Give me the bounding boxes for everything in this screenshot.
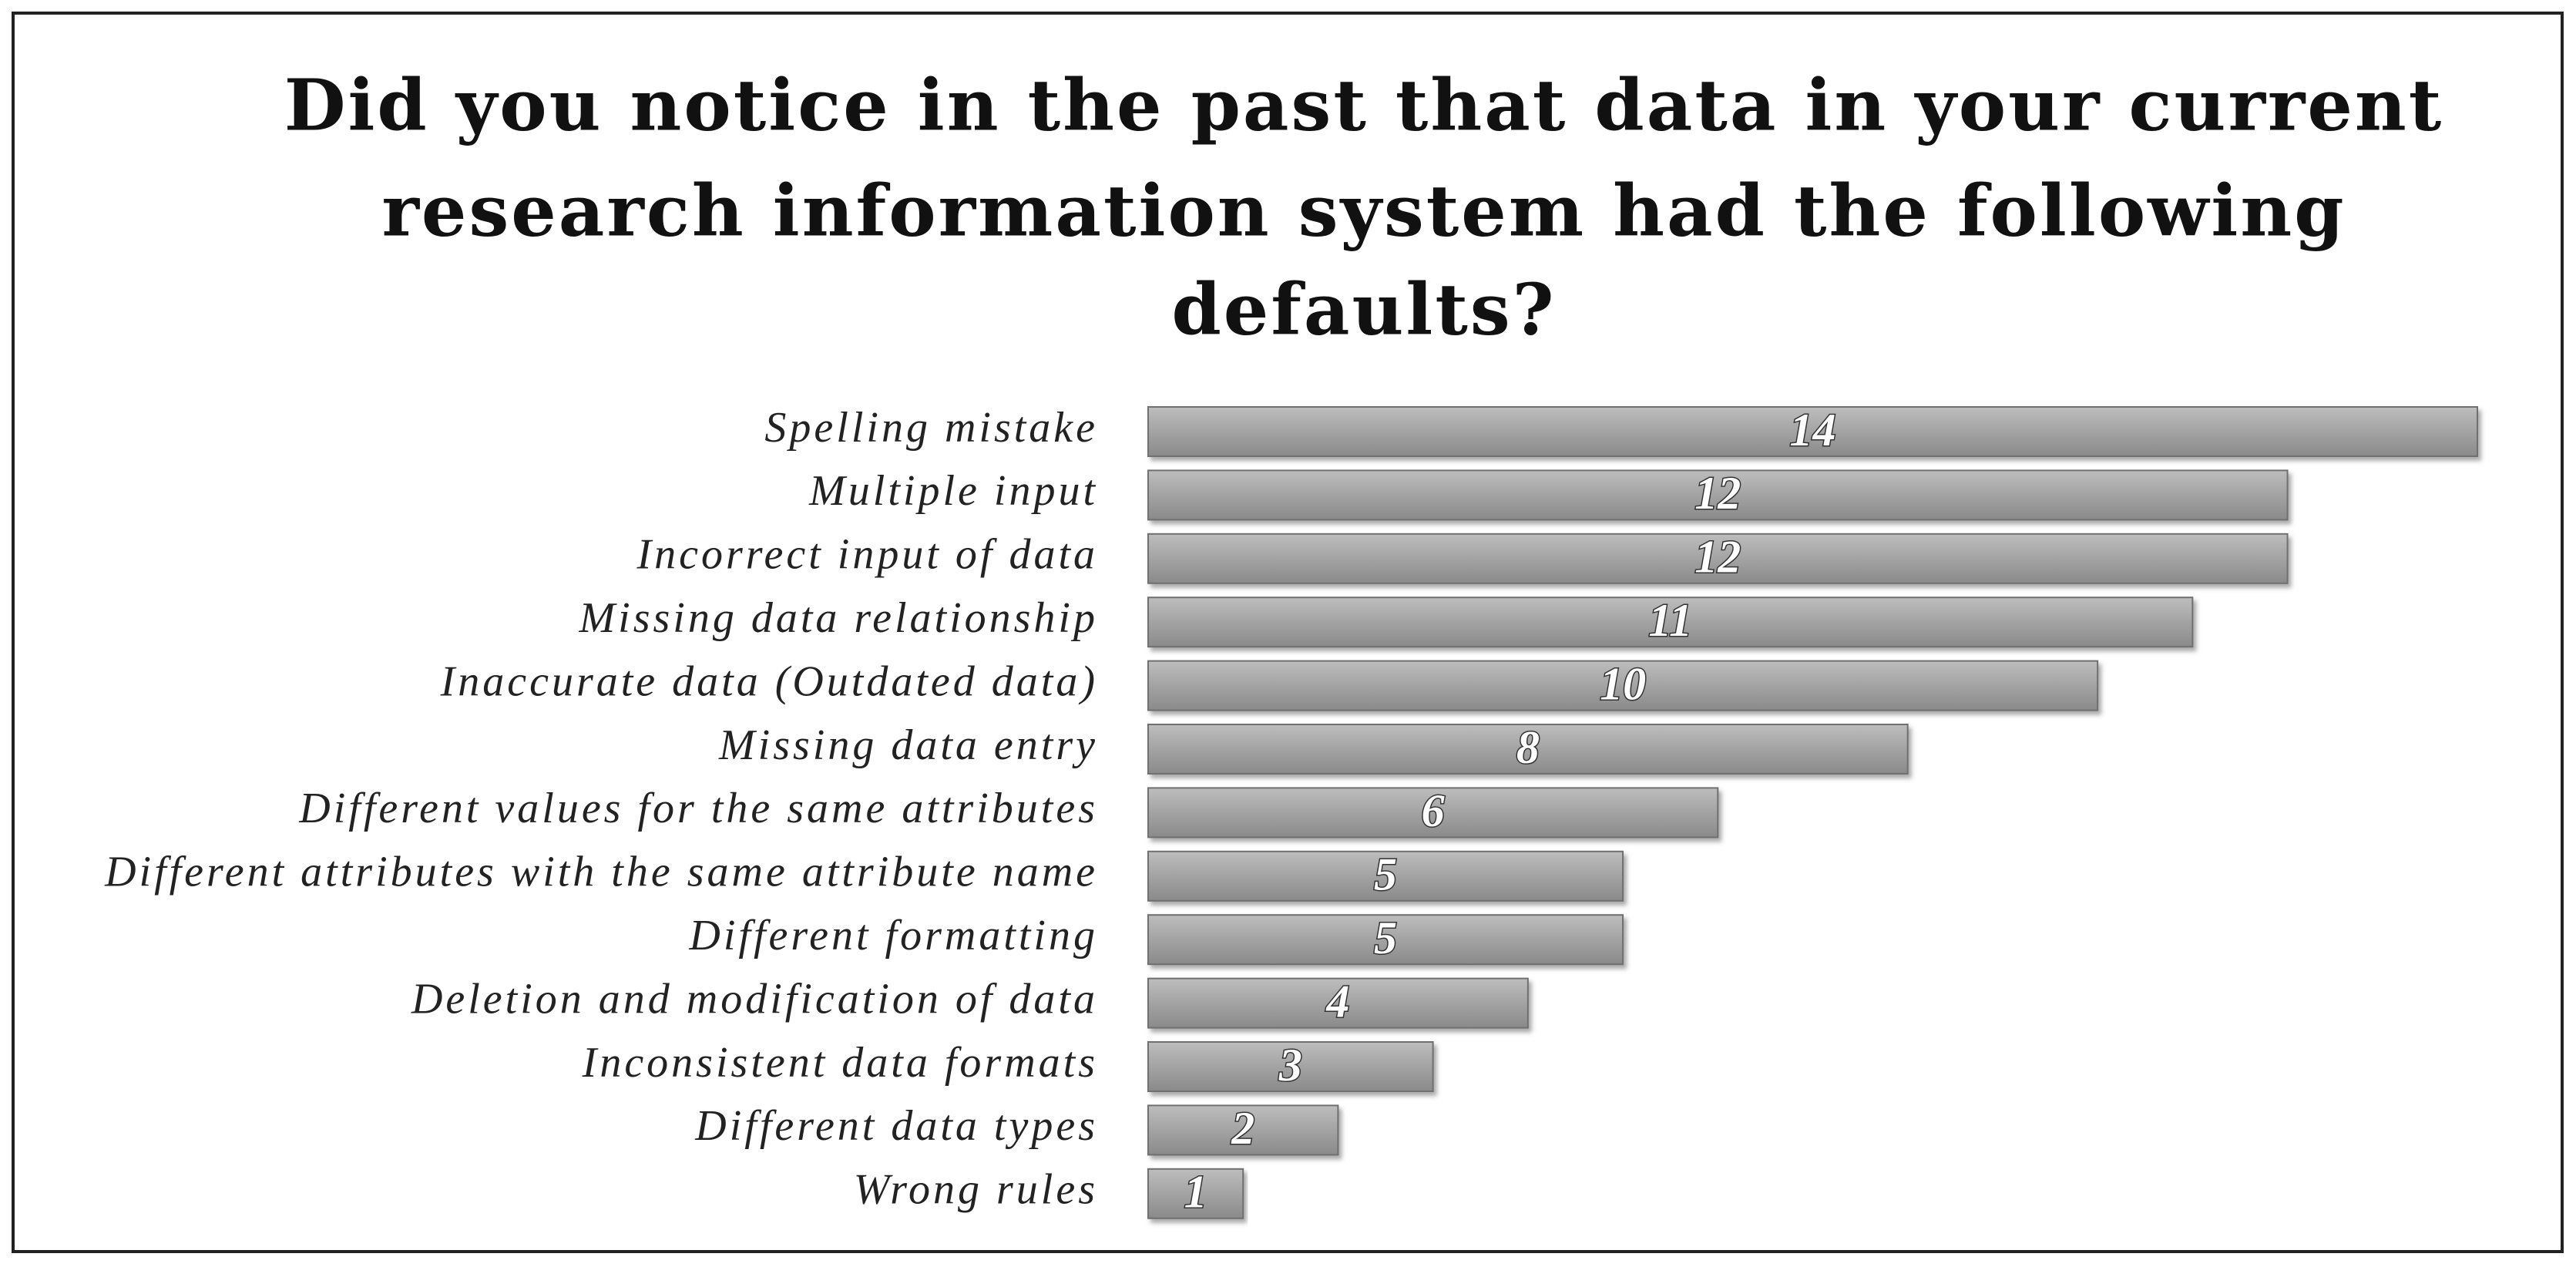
- bar: [1147, 660, 2099, 711]
- category-label: Multiple input: [808, 467, 1098, 515]
- data-label: 10: [1600, 658, 1646, 709]
- category-label: Inconsistent data formats: [582, 1039, 1098, 1087]
- data-label: 14: [1790, 405, 1836, 455]
- bar: [1147, 469, 2289, 521]
- bar: [1147, 787, 1719, 839]
- category-label: Wrong rules: [854, 1166, 1098, 1214]
- data-label: 11: [1648, 595, 1692, 646]
- data-label: 6: [1422, 785, 1445, 836]
- bar: [1147, 1168, 1244, 1219]
- category-label: Inaccurate data (Outdated data): [440, 657, 1098, 705]
- category-label: Missing data entry: [718, 721, 1098, 769]
- category-label: Different attributes with the same attri…: [104, 849, 1098, 896]
- category-label: Different values for the same attributes: [298, 785, 1098, 832]
- data-label: 2: [1231, 1103, 1254, 1154]
- bar: [1147, 850, 1624, 902]
- data-label: 12: [1694, 532, 1741, 583]
- bar: [1147, 597, 2194, 648]
- category-label: Different formatting: [688, 912, 1098, 959]
- category-label: Different data types: [694, 1102, 1098, 1150]
- bar: [1147, 724, 1909, 775]
- chart-title-line: Did you notice in the past that data in …: [284, 64, 2444, 147]
- chart-title-line: defaults?: [1171, 268, 1556, 351]
- data-label: 5: [1374, 849, 1397, 900]
- data-label: 3: [1278, 1040, 1302, 1091]
- category-label: Deletion and modification of data: [411, 975, 1098, 1023]
- data-label: 12: [1694, 468, 1741, 519]
- data-label: 4: [1325, 976, 1349, 1027]
- data-label: 8: [1516, 722, 1540, 773]
- bar: [1147, 914, 1624, 966]
- bar: [1147, 977, 1529, 1029]
- chart-title: Did you notice in the past that data in …: [284, 64, 2444, 351]
- category-label: Missing data relationship: [578, 594, 1098, 642]
- chart-title-line: research information system had the foll…: [381, 170, 2346, 253]
- bar: [1147, 533, 2289, 584]
- category-label: Incorrect input of data: [636, 531, 1098, 579]
- data-label: 5: [1374, 912, 1397, 963]
- bar: [1147, 406, 2478, 457]
- bar: [1147, 1041, 1434, 1092]
- data-label: 1: [1184, 1167, 1207, 1218]
- category-label: Spelling mistake: [764, 404, 1098, 452]
- bar: [1147, 1104, 1339, 1156]
